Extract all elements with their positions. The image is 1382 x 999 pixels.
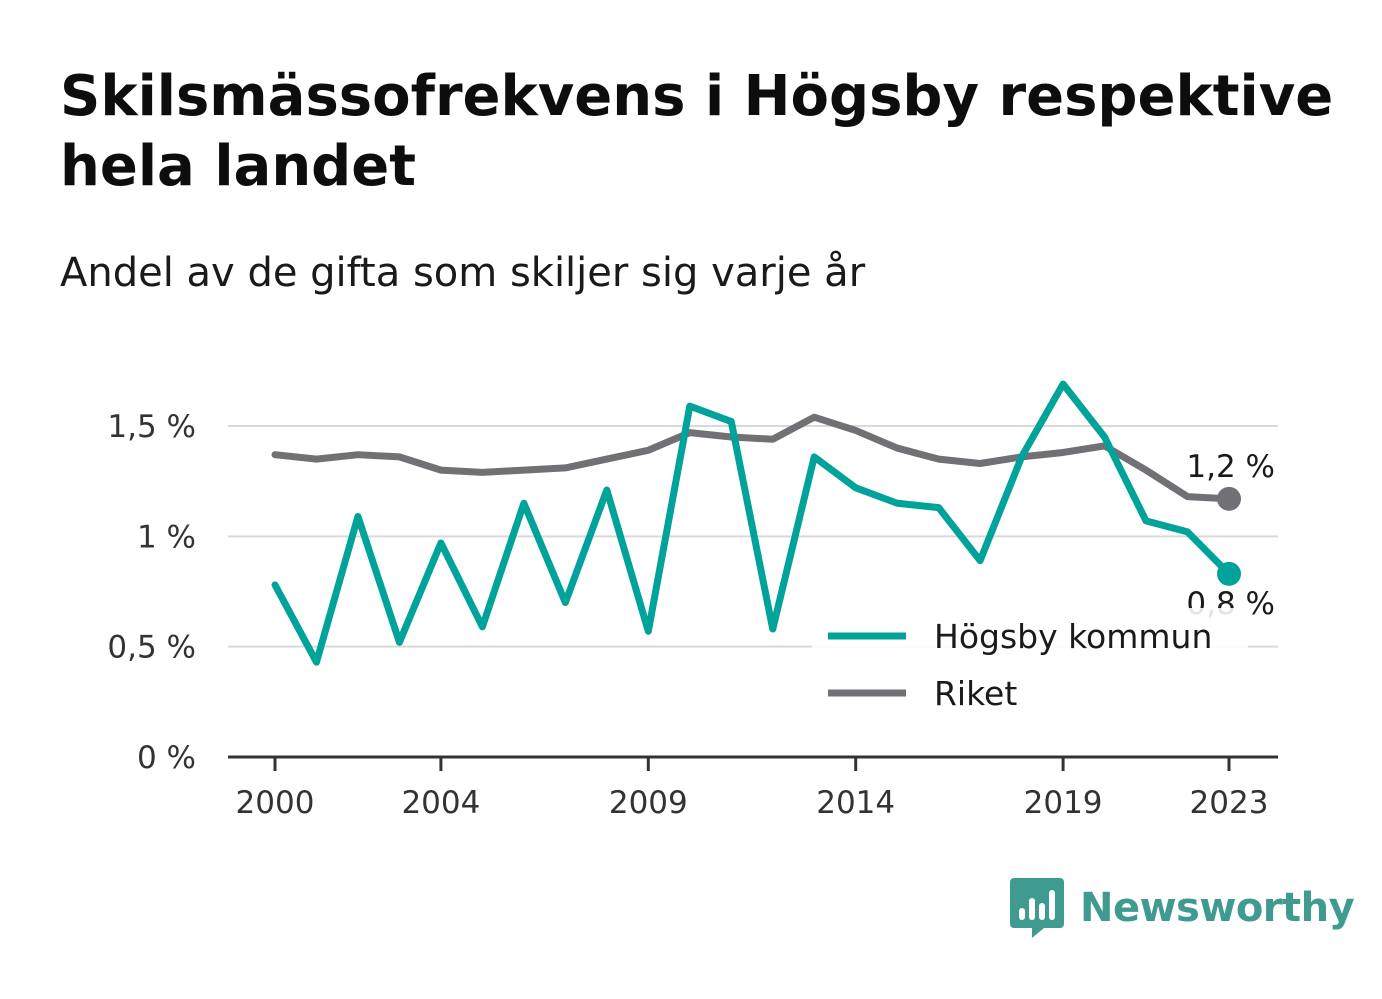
chart-title: Skilsmässofrekvens i Högsby respektive h… [60, 64, 1334, 199]
legend-label: Högsby kommun [934, 617, 1212, 656]
brand-name: Newsworthy [1080, 885, 1355, 931]
series-line-hogsby [271, 380, 1233, 666]
x-tick-label: 2004 [401, 785, 480, 821]
end-point-marker [1217, 561, 1241, 586]
bar-chart-speech-bubble-icon [1010, 878, 1064, 938]
end-point-marker [1217, 486, 1241, 511]
legend-label: Riket [934, 674, 1017, 713]
line-chart: 0 % 0,5 % 1 % 1,5 % 2000 2004 2009 2014 2019 202… [107, 380, 1278, 821]
y-tick-label: 1 % [137, 519, 196, 555]
x-tick-label: 2009 [609, 785, 688, 821]
end-value-label: 1,2 % [1186, 449, 1275, 485]
x-tick-label: 2023 [1190, 785, 1269, 821]
x-axis: 2000 2004 2009 2014 2019 2023 [236, 757, 1269, 821]
y-axis: 0 % 0,5 % 1 % 1,5 % [107, 409, 1278, 776]
legend: Högsby kommun Riket [812, 608, 1248, 726]
x-tick-label: 2019 [1024, 785, 1103, 821]
x-tick-label: 2014 [816, 785, 895, 821]
y-tick-label: 1,5 % [107, 409, 196, 445]
series-line-riket [271, 413, 1233, 503]
brand-logo: Newsworthy [1010, 878, 1355, 938]
x-tick-label: 2000 [236, 785, 315, 821]
y-tick-label: 0 % [137, 740, 196, 776]
chart-subtitle: Andel av de gifta som skiljer sig varje … [60, 250, 866, 296]
legend-background [812, 608, 1248, 726]
y-tick-label: 0,5 % [107, 630, 196, 666]
series-lines [271, 380, 1233, 666]
